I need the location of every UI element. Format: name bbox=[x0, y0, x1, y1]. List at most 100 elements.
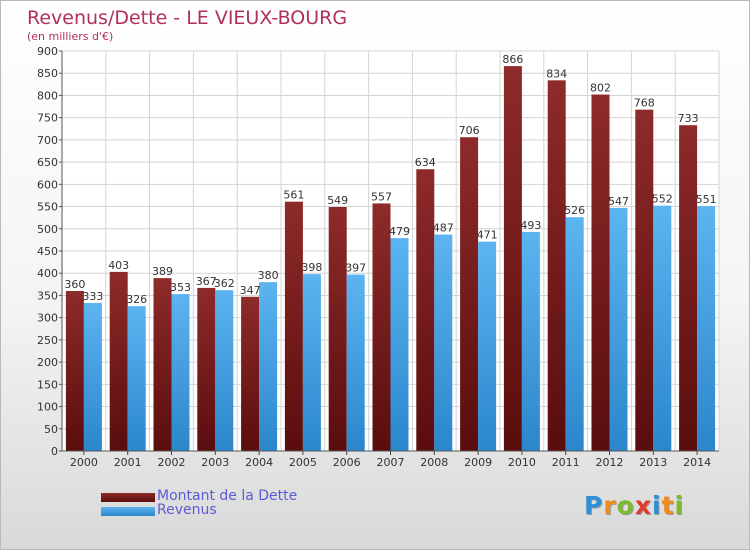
y-tick-label: 600 bbox=[37, 178, 58, 191]
bar-revenus bbox=[302, 274, 321, 451]
x-tick-label: 2007 bbox=[377, 456, 405, 469]
proxiti-logo: Proxiti bbox=[584, 491, 684, 520]
bar-revenus bbox=[434, 234, 453, 451]
y-tick-label: 50 bbox=[44, 423, 58, 436]
x-tick-label: 2012 bbox=[596, 456, 624, 469]
data-label-revenus: 397 bbox=[345, 262, 366, 275]
data-label-dette: 403 bbox=[108, 259, 129, 272]
data-label-revenus: 353 bbox=[170, 281, 191, 294]
data-label-revenus: 380 bbox=[258, 269, 279, 282]
y-tick-label: 800 bbox=[37, 89, 58, 102]
data-label-dette: 706 bbox=[459, 124, 480, 137]
data-label-revenus: 552 bbox=[652, 193, 673, 206]
x-tick-label: 2001 bbox=[114, 456, 142, 469]
y-tick-label: 400 bbox=[37, 267, 58, 280]
x-tick-label: 2011 bbox=[552, 456, 580, 469]
bar-dette bbox=[679, 125, 698, 451]
data-label-dette: 389 bbox=[152, 265, 173, 278]
data-label-dette: 634 bbox=[415, 156, 436, 169]
logo-letter: P bbox=[584, 491, 604, 520]
bar-dette bbox=[635, 109, 654, 452]
bar-dette bbox=[503, 66, 522, 451]
bar-dette bbox=[284, 201, 303, 451]
data-label-dette: 367 bbox=[196, 275, 217, 288]
data-label-dette: 733 bbox=[678, 112, 699, 125]
logo-letter: i bbox=[674, 491, 685, 520]
bar-dette bbox=[547, 80, 566, 451]
x-tick-label: 2014 bbox=[683, 456, 711, 469]
y-tick-label: 500 bbox=[37, 223, 58, 236]
data-label-dette: 802 bbox=[590, 82, 611, 95]
x-tick-label: 2006 bbox=[333, 456, 361, 469]
data-label-dette: 866 bbox=[502, 53, 523, 66]
axes: 0 50 100 150 200 250 300 350 400 450 500 550 600 650 7… bbox=[37, 45, 719, 469]
logo-letter: i bbox=[652, 491, 662, 520]
logo-letter: t bbox=[661, 491, 675, 520]
y-tick-label: 200 bbox=[37, 356, 58, 369]
bar-dette bbox=[416, 169, 435, 451]
y-tick-label: 350 bbox=[37, 289, 58, 302]
data-label-revenus: 333 bbox=[82, 290, 103, 303]
y-tick-label: 150 bbox=[37, 378, 58, 391]
bar-revenus bbox=[521, 231, 540, 451]
y-tick-label: 550 bbox=[37, 201, 58, 214]
bar-dette bbox=[460, 137, 479, 451]
data-label-dette: 768 bbox=[634, 97, 655, 110]
y-tick-label: 850 bbox=[37, 67, 58, 80]
data-label-dette: 347 bbox=[240, 284, 261, 297]
legend-label-dette: Montant de la Dette bbox=[157, 488, 298, 504]
bar-revenus bbox=[127, 306, 146, 451]
y-tick-label: 250 bbox=[37, 334, 58, 347]
data-label-revenus: 471 bbox=[477, 229, 498, 242]
y-tick-label: 650 bbox=[37, 156, 58, 169]
x-tick-label: 2002 bbox=[158, 456, 186, 469]
bar-revenus bbox=[259, 282, 278, 451]
logo-letter: o bbox=[616, 491, 635, 520]
bar-revenus bbox=[83, 303, 102, 451]
bar-revenus bbox=[171, 294, 190, 451]
x-tick-label: 2003 bbox=[201, 456, 229, 469]
data-label-revenus: 326 bbox=[126, 293, 147, 306]
data-label-dette: 549 bbox=[327, 194, 348, 207]
bar-dette bbox=[153, 278, 172, 451]
bar-revenus bbox=[346, 274, 365, 451]
y-tick-label: 300 bbox=[37, 312, 58, 325]
data-label-revenus: 398 bbox=[301, 261, 322, 274]
x-tick-label: 2009 bbox=[464, 456, 492, 469]
x-tick-label: 2004 bbox=[245, 456, 273, 469]
data-label-dette: 557 bbox=[371, 190, 392, 203]
bars bbox=[65, 66, 716, 452]
bar-dette bbox=[109, 271, 128, 451]
data-label-dette: 561 bbox=[283, 189, 304, 202]
legend-label-revenus: Revenus bbox=[157, 502, 217, 518]
data-label-revenus: 551 bbox=[696, 193, 717, 206]
y-tick-label: 750 bbox=[37, 112, 58, 125]
y-tick-label: 700 bbox=[37, 134, 58, 147]
logo-letter: x bbox=[634, 491, 652, 520]
y-tick-label: 0 bbox=[51, 445, 58, 458]
data-label-revenus: 526 bbox=[564, 204, 585, 217]
y-tick-label: 450 bbox=[37, 245, 58, 258]
bar-dette bbox=[197, 287, 216, 451]
legend-swatch-dette bbox=[101, 493, 155, 502]
x-tick-label: 2013 bbox=[639, 456, 667, 469]
bar-dette bbox=[372, 203, 391, 451]
data-label-dette: 360 bbox=[64, 278, 85, 291]
bar-revenus bbox=[653, 205, 672, 451]
legend-swatch-revenus bbox=[101, 507, 155, 516]
bar-revenus bbox=[390, 238, 409, 451]
x-tick-label: 2005 bbox=[289, 456, 317, 469]
data-label-revenus: 487 bbox=[433, 222, 454, 235]
bar-revenus bbox=[565, 217, 584, 451]
x-tick-label: 2008 bbox=[420, 456, 448, 469]
bar-revenus bbox=[697, 206, 716, 451]
data-label-revenus: 547 bbox=[608, 195, 629, 208]
bar-dette bbox=[241, 296, 260, 451]
y-tick-label: 100 bbox=[37, 401, 58, 414]
x-tick-label: 2010 bbox=[508, 456, 536, 469]
bar-revenus bbox=[609, 207, 628, 451]
bar-dette bbox=[328, 207, 347, 451]
